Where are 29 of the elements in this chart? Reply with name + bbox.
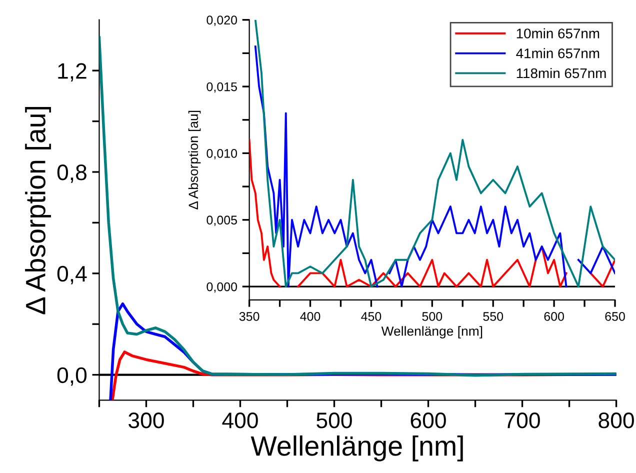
x-tick-label: 300 [128, 412, 164, 428]
y-tick-label: 0,4 [57, 266, 87, 284]
x-tick-label: 800 [598, 412, 634, 428]
y-tick-label: 0,020 [206, 16, 238, 26]
y-tick-label: 1,2 [58, 63, 86, 82]
y-tick-label: 0,8 [57, 164, 86, 183]
y-tick-label: 0,0 [57, 367, 87, 386]
legend-label: 118min 657nm [516, 68, 606, 78]
x-tick-label: 500 [422, 312, 442, 321]
y-tick-label: 0,010 [206, 149, 238, 160]
legend-label: 10min 657nm [516, 28, 600, 38]
x-axis-title: Wellenlänge [nm] [250, 435, 463, 462]
y-tick-label: 0,005 [206, 216, 237, 226]
x-tick-label: 650 [605, 312, 625, 321]
x-tick-label: 450 [361, 312, 382, 321]
legend-label: 41min 657nm [516, 48, 600, 58]
y-axis-title: Δ Absorption [au] [188, 110, 201, 210]
y-tick-label: 0,015 [206, 82, 237, 93]
y-axis-title: Δ Absorption [au] [25, 106, 51, 314]
x-tick-label: 700 [504, 412, 540, 428]
x-axis-title: Wellenlänge [nm] [381, 326, 482, 338]
x-tick-label: 400 [222, 412, 258, 428]
x-tick-label: 350 [239, 312, 260, 321]
x-tick-label: 500 [316, 412, 352, 428]
x-tick-label: 400 [300, 312, 320, 321]
x-tick-label: 600 [544, 312, 564, 321]
x-tick-label: 600 [410, 412, 446, 428]
x-tick-label: 550 [483, 312, 504, 321]
y-tick-label: 0,000 [206, 282, 238, 293]
